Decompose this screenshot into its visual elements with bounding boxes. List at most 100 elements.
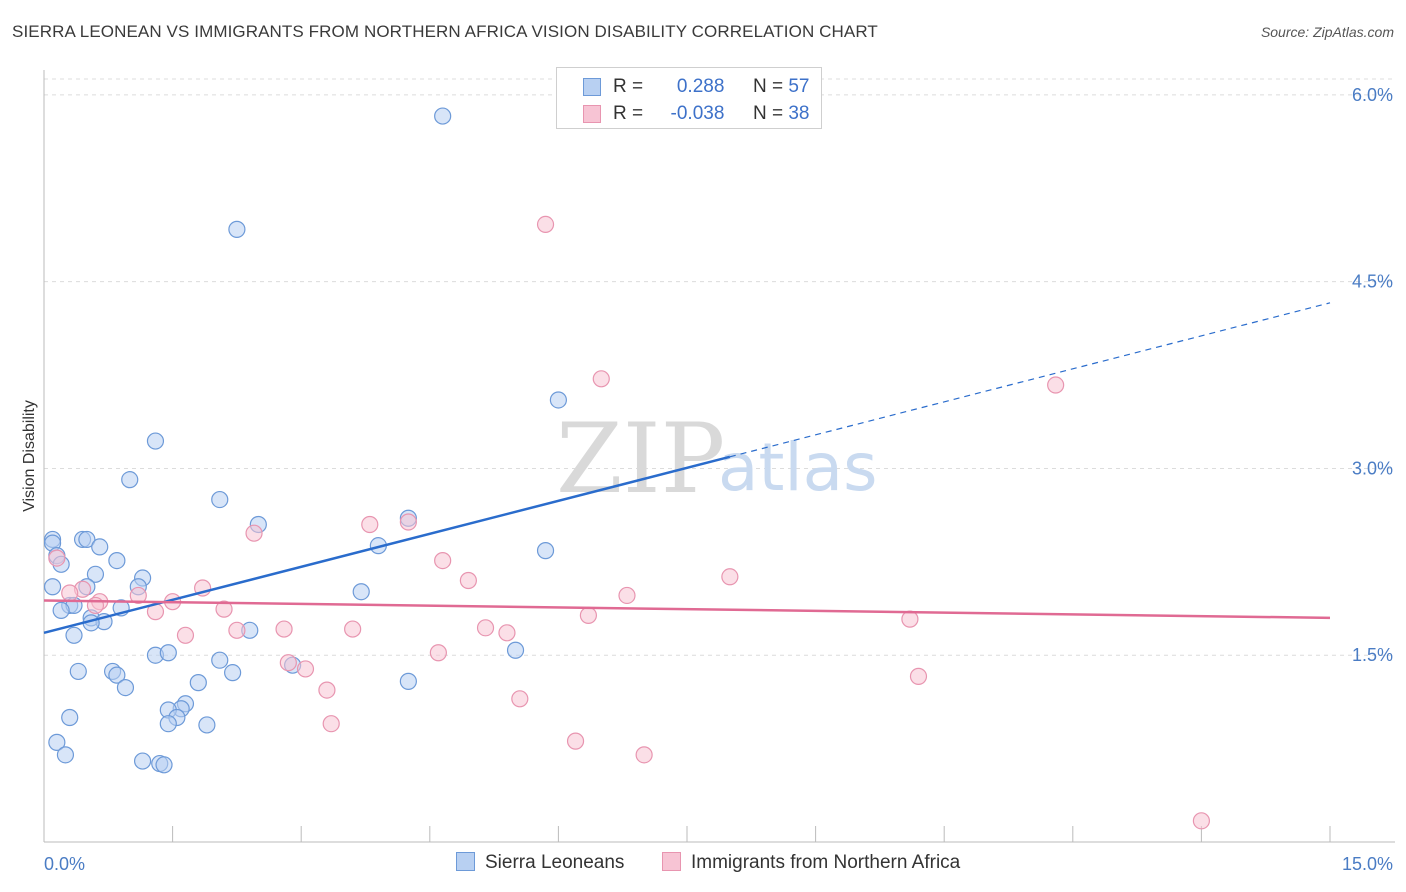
data-point-immigrants (434, 551, 452, 570)
data-point-sierra-leonean (108, 666, 126, 684)
watermark: ZIP atlas (556, 403, 878, 515)
legend-swatch-blue (456, 852, 475, 871)
data-point-immigrants (215, 600, 233, 618)
data-point-sierra-leonean (159, 644, 177, 662)
x-tick-labels: 0.0% 15.0% (44, 854, 1393, 874)
series-legend: Sierra Leoneans Immigrants from Northern… (0, 852, 1406, 878)
data-point-immigrants (129, 586, 147, 605)
legend-n-value: 57 (788, 76, 810, 97)
data-point-immigrants (296, 660, 315, 678)
y-tick-label: 6.0% (1352, 85, 1393, 105)
data-point-immigrants (721, 568, 739, 586)
data-point-immigrants (1192, 812, 1211, 830)
data-point-sierra-leonean (48, 733, 66, 751)
data-point-immigrants (909, 667, 928, 685)
data-point-sierra-leonean (91, 538, 109, 556)
data-point-immigrants (245, 524, 263, 542)
data-point-immigrants (361, 515, 379, 534)
legend-n-label: N = (752, 103, 784, 124)
data-point-immigrants (275, 620, 293, 638)
legend-r-label: R = (613, 76, 644, 97)
source-label: Source: ZipAtlas.com (1260, 24, 1394, 40)
data-point-immigrants (429, 644, 447, 662)
data-point-immigrants (61, 584, 79, 602)
data-point-immigrants (618, 586, 636, 605)
data-point-immigrants (476, 619, 495, 637)
data-point-sierra-leonean (434, 107, 452, 125)
trend-line-sierra-leoneans-projection (729, 302, 1331, 458)
data-point-sierra-leonean (536, 542, 555, 560)
data-point-sierra-leonean (549, 391, 568, 409)
data-point-sierra-leonean (228, 220, 246, 238)
grid-lines (44, 78, 1395, 656)
watermark-zip: ZIP (556, 403, 725, 515)
y-tick-labels: 1.5% 3.0% 4.5% 6.0% (1352, 85, 1393, 665)
data-point-sierra-leonean (146, 432, 165, 450)
data-point-sierra-leonean (56, 746, 75, 764)
data-point-immigrants (511, 690, 529, 708)
chart-title: SIERRA LEONEAN VS IMMIGRANTS FROM NORTHE… (12, 22, 878, 41)
data-point-immigrants (322, 715, 340, 733)
legend-r-value: -0.038 (670, 103, 725, 124)
series-immigrants-northern-africa (48, 215, 1211, 830)
data-point-immigrants (48, 549, 66, 567)
x-tick-label: 15.0% (1342, 854, 1393, 874)
legend-label-immigrants-northern-africa: Immigrants from Northern Africa (691, 852, 961, 873)
y-tick-label: 1.5% (1352, 645, 1393, 665)
data-point-sierra-leonean (211, 651, 229, 669)
legend-swatch-pink (662, 852, 681, 871)
data-point-immigrants (459, 571, 477, 590)
data-point-sierra-leonean (211, 490, 229, 509)
data-point-immigrants (344, 620, 362, 638)
legend-item-sierra-leoneans[interactable]: Sierra Leoneans (456, 852, 624, 874)
legend-n-value: 38 (788, 103, 810, 124)
data-point-immigrants (228, 621, 246, 639)
legend-label-sierra-leoneans: Sierra Leoneans (485, 852, 625, 873)
data-point-immigrants (318, 681, 336, 699)
data-point-sierra-leonean (121, 471, 139, 489)
x-tick-label: 0.0% (44, 854, 85, 874)
data-point-immigrants (635, 746, 653, 764)
data-point-immigrants (176, 626, 195, 644)
legend-n-label: N = (752, 76, 784, 97)
y-axis-label: Vision Disability (21, 400, 38, 512)
data-point-immigrants (1047, 376, 1065, 394)
data-point-immigrants (566, 732, 585, 750)
data-point-sierra-leonean (133, 752, 152, 770)
data-point-sierra-leonean (155, 756, 173, 774)
legend-r-label: R = (613, 103, 644, 124)
data-point-sierra-leonean (78, 530, 96, 549)
trend-lines (43, 302, 1331, 635)
data-point-sierra-leonean (159, 715, 177, 733)
data-point-sierra-leonean (52, 601, 70, 620)
axes (43, 70, 1395, 843)
data-point-sierra-leonean (43, 578, 62, 596)
data-point-immigrants (536, 215, 555, 233)
legend-swatch-blue (583, 78, 601, 96)
data-point-sierra-leonean (352, 583, 370, 601)
trend-line-sierra-leoneans (43, 455, 731, 635)
data-point-sierra-leonean (399, 672, 417, 690)
y-tick-label: 3.0% (1352, 458, 1393, 478)
correlation-legend: R = 0.288 N = 57 R = -0.038 N = 38 (556, 67, 822, 129)
data-point-immigrants (279, 654, 297, 672)
data-point-immigrants (592, 370, 610, 388)
data-point-sierra-leonean (116, 678, 135, 697)
y-tick-label: 4.5% (1352, 272, 1393, 292)
data-point-immigrants (399, 513, 417, 531)
data-point-sierra-leonean (224, 664, 242, 682)
data-point-sierra-leonean (86, 565, 105, 583)
legend-r-value: 0.288 (676, 76, 725, 97)
legend-swatch-pink (583, 105, 601, 123)
data-point-immigrants (579, 606, 598, 624)
data-point-immigrants (498, 624, 516, 642)
data-point-sierra-leonean (108, 551, 126, 570)
data-point-sierra-leonean (506, 641, 525, 659)
data-point-immigrants (901, 610, 919, 628)
data-point-sierra-leonean (61, 708, 79, 727)
legend-item-immigrants-northern-africa[interactable]: Immigrants from Northern Africa (662, 852, 960, 874)
data-point-sierra-leonean (69, 662, 87, 681)
data-point-sierra-leonean (189, 674, 207, 692)
watermark-atlas: atlas (718, 429, 878, 506)
